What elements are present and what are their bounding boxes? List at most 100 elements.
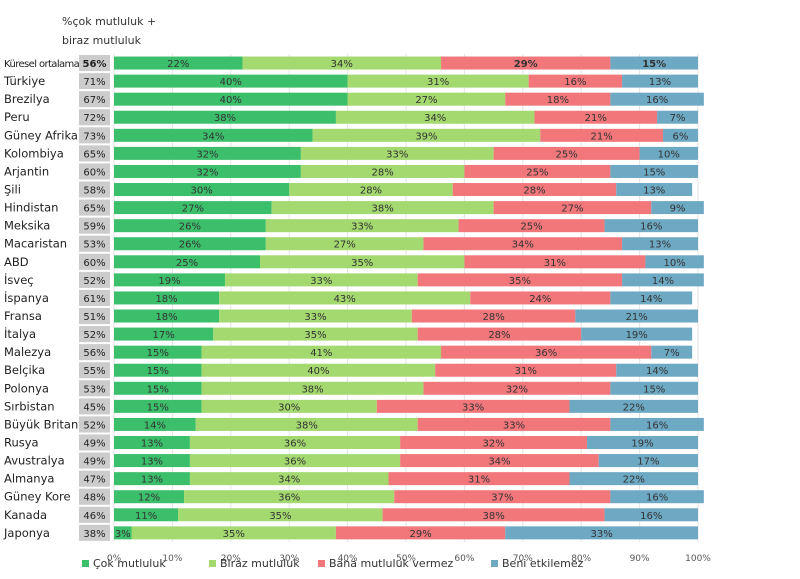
bar-label-biraz-mutluluk: 36% bbox=[284, 439, 306, 450]
country-label: Büyük Britanya bbox=[4, 417, 92, 431]
bar-ok-mutluluk bbox=[114, 237, 266, 251]
country-label: Avustralya bbox=[4, 454, 65, 468]
row-kanada: Kanada 46% 11% 35% 38% 16% bbox=[4, 506, 698, 523]
bar-label-ok-mutluluk: 38% bbox=[214, 113, 236, 124]
country-label: Brezilya bbox=[4, 92, 50, 106]
bar-bana-mutluluk-vermez bbox=[464, 255, 646, 269]
bar-label-beni-etkilemez: 13% bbox=[643, 186, 665, 197]
country-label: Macaristan bbox=[4, 237, 67, 251]
bar-beni-etkilemez bbox=[610, 490, 704, 504]
bar-ok-mutluluk bbox=[114, 110, 336, 124]
country-label: İsveç bbox=[4, 272, 34, 287]
bar-biraz-mutluluk bbox=[224, 273, 418, 287]
bar-label-biraz-mutluluk: 31% bbox=[427, 77, 449, 88]
bar-beni-etkilemez bbox=[616, 183, 693, 197]
bar-label-ok-mutluluk: 26% bbox=[179, 222, 201, 233]
bar-ok-mutluluk bbox=[114, 273, 225, 287]
bar-label-beni-etkilemez: 14% bbox=[646, 366, 668, 377]
bar-biraz-mutluluk bbox=[201, 363, 436, 377]
bar-beni-etkilemez bbox=[604, 508, 698, 522]
bar-biraz-mutluluk bbox=[242, 56, 442, 70]
row-i-talya: İtalya 52% 17% 35% 28% 19% bbox=[4, 326, 693, 343]
bar-ok-mutluluk bbox=[114, 399, 202, 413]
bar-bana-mutluluk-vermez bbox=[382, 508, 605, 522]
bar-label-beni-etkilemez: 14% bbox=[652, 276, 674, 287]
bar-label-biraz-mutluluk: 27% bbox=[415, 95, 437, 106]
bar-label-beni-etkilemez: 15% bbox=[643, 167, 665, 178]
bar-label-bana-mutluluk-vermez: 34% bbox=[512, 240, 534, 251]
bar-label-ok-mutluluk: 3% bbox=[115, 529, 131, 540]
country-label: Japonya bbox=[3, 526, 50, 540]
bar-ok-mutluluk bbox=[114, 291, 220, 305]
bar-label-biraz-mutluluk: 35% bbox=[304, 330, 326, 341]
bar-label-ok-mutluluk: 40% bbox=[220, 77, 242, 88]
row-japonya: Japonya 38% 3% 35% 29% 33% bbox=[3, 524, 698, 541]
bar-label-bana-mutluluk-vermez: 25% bbox=[555, 149, 577, 160]
bar-label-biraz-mutluluk: 35% bbox=[351, 258, 373, 269]
bar-label-beni-etkilemez: 7% bbox=[670, 113, 686, 124]
bar-ok-mutluluk bbox=[114, 201, 272, 215]
bar-biraz-mutluluk bbox=[300, 146, 494, 160]
combined-pct-label: 52% bbox=[83, 420, 105, 431]
bar-bana-mutluluk-vermez bbox=[534, 110, 658, 124]
bar-ok-mutluluk bbox=[114, 436, 190, 450]
combined-pct-cell bbox=[79, 145, 110, 162]
combined-pct-cell bbox=[79, 434, 110, 451]
combined-pct-cell bbox=[79, 524, 110, 541]
bar-label-ok-mutluluk: 40% bbox=[220, 95, 242, 106]
combined-pct-cell bbox=[79, 452, 110, 469]
combined-pct-cell bbox=[79, 235, 110, 252]
bar-beni-etkilemez bbox=[575, 309, 698, 323]
country-label: Malezya bbox=[4, 345, 51, 359]
bar-biraz-mutluluk bbox=[265, 237, 424, 251]
bar-ok-mutluluk bbox=[114, 309, 220, 323]
bar-ok-mutluluk bbox=[114, 363, 202, 377]
bar-biraz-mutluluk bbox=[184, 490, 395, 504]
combined-pct-label: 56% bbox=[83, 348, 105, 359]
bar-label-ok-mutluluk: 25% bbox=[176, 258, 198, 269]
bar-biraz-mutluluk bbox=[189, 436, 401, 450]
bar-beni-etkilemez bbox=[610, 417, 704, 431]
bar-label-beni-etkilemez: 6% bbox=[673, 131, 689, 142]
bar-label-beni-etkilemez: 33% bbox=[591, 529, 613, 540]
bar-label-bana-mutluluk-vermez: 33% bbox=[503, 420, 525, 431]
combined-pct-cell bbox=[79, 163, 110, 180]
bar-biraz-mutluluk bbox=[195, 417, 418, 431]
bar-label-bana-mutluluk-vermez: 34% bbox=[488, 457, 510, 468]
row-g-ney-afrika: Güney Afrika 73% 34% 39% 21% 6% bbox=[4, 127, 698, 144]
bar-label-biraz-mutluluk: 40% bbox=[307, 366, 329, 377]
bar-label-biraz-mutluluk: 36% bbox=[284, 457, 306, 468]
x-tick-label: 30% bbox=[279, 554, 299, 564]
bar-ok-mutluluk bbox=[114, 92, 348, 106]
legend-label-biraz-mutluluk: Biraz mutluluk bbox=[220, 557, 300, 570]
bar-beni-etkilemez bbox=[657, 110, 698, 124]
bar-label-ok-mutluluk: 13% bbox=[141, 457, 163, 468]
country-label: Şili bbox=[4, 183, 21, 197]
bar-bana-mutluluk-vermez bbox=[417, 327, 582, 341]
row-meksika: Meksika 59% 26% 33% 25% 16% bbox=[4, 217, 698, 234]
combined-pct-label: 49% bbox=[83, 439, 105, 450]
bar-beni-etkilemez bbox=[616, 363, 698, 377]
bar-label-biraz-mutluluk: 43% bbox=[334, 294, 356, 305]
bar-biraz-mutluluk bbox=[347, 74, 529, 88]
bar-label-biraz-mutluluk: 33% bbox=[386, 149, 408, 160]
bar-label-bana-mutluluk-vermez: 32% bbox=[506, 384, 528, 395]
combined-pct-cell bbox=[79, 344, 110, 361]
bar-label-ok-mutluluk: 27% bbox=[182, 204, 204, 215]
bar-label-ok-mutluluk: 14% bbox=[144, 420, 166, 431]
bar-bana-mutluluk-vermez bbox=[417, 417, 611, 431]
x-tick-label: 60% bbox=[454, 554, 474, 564]
bar-label-bana-mutluluk-vermez: 25% bbox=[526, 167, 548, 178]
bar-beni-etkilemez bbox=[610, 92, 704, 106]
row-almanya: Almanya 47% 13% 34% 31% 22% bbox=[4, 470, 698, 487]
bar-bana-mutluluk-vermez bbox=[493, 146, 640, 160]
bar-bana-mutluluk-vermez bbox=[464, 164, 611, 178]
combined-pct-label: 52% bbox=[83, 276, 105, 287]
bar-bana-mutluluk-vermez bbox=[388, 472, 570, 486]
bar-label-bana-mutluluk-vermez: 21% bbox=[591, 131, 613, 142]
bar-ok-mutluluk bbox=[114, 381, 202, 395]
bar-label-bana-mutluluk-vermez: 25% bbox=[520, 222, 542, 233]
bar-label-bana-mutluluk-vermez: 36% bbox=[535, 348, 557, 359]
row-t-rkiye: Türkiye 71% 40% 31% 16% 13% bbox=[3, 73, 698, 90]
bar-label-biraz-mutluluk: 38% bbox=[301, 384, 323, 395]
